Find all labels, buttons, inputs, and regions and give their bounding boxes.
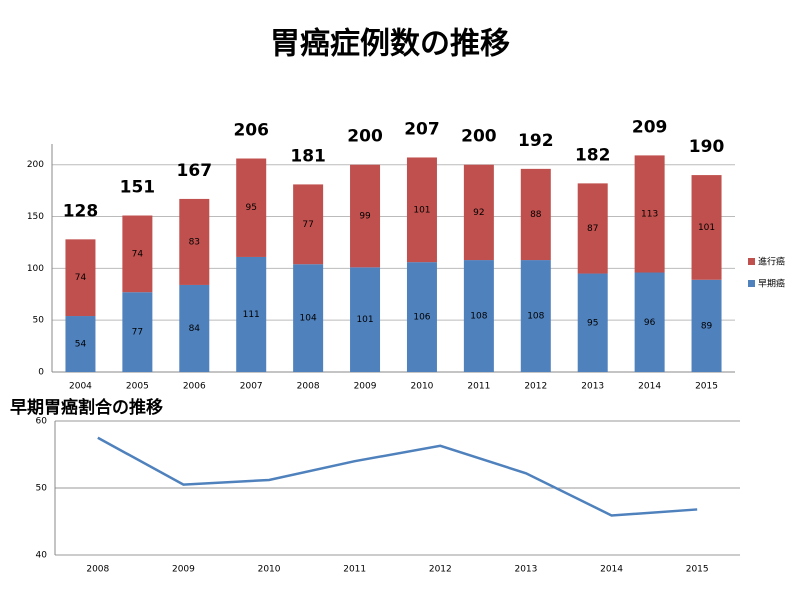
x-tick-label: 2004 — [69, 382, 92, 392]
y-tick-label: 200 — [27, 160, 44, 170]
total-label: 192 — [518, 131, 554, 151]
bar-segment — [179, 198, 210, 285]
total-label: 182 — [575, 145, 611, 165]
value-label: 83 — [189, 237, 200, 247]
value-label: 101 — [698, 223, 715, 233]
total-label: 209 — [632, 117, 668, 137]
value-label: 54 — [75, 340, 87, 350]
value-label: 88 — [530, 210, 542, 220]
y-tick-label: 100 — [27, 264, 44, 274]
legend-label: 早期癌 — [758, 278, 785, 290]
bar-segment — [179, 284, 210, 372]
bar-segment — [520, 260, 551, 372]
bar-segment — [634, 272, 665, 372]
bar-segment — [65, 316, 96, 372]
y-tick-label: 0 — [38, 368, 44, 378]
x-tick-label: 2011 — [343, 565, 366, 575]
legend-swatch — [748, 258, 755, 265]
y-tick-label: 50 — [33, 316, 45, 326]
value-label: 74 — [132, 249, 144, 259]
bar-segment — [350, 267, 381, 372]
value-label: 101 — [413, 205, 430, 215]
value-label: 99 — [359, 212, 371, 222]
x-tick-label: 2014 — [638, 382, 661, 392]
bar-segment — [122, 215, 153, 293]
x-tick-label: 2015 — [695, 382, 718, 392]
x-tick-label: 2010 — [411, 382, 434, 392]
x-tick-label: 2012 — [429, 565, 452, 575]
value-label: 108 — [470, 312, 487, 322]
bar-segment — [406, 262, 437, 372]
x-tick-label: 2009 — [354, 382, 377, 392]
x-tick-label: 2007 — [240, 382, 263, 392]
value-label: 87 — [587, 224, 598, 234]
y-tick-label: 150 — [27, 212, 44, 222]
total-label: 128 — [63, 201, 99, 221]
bar-segment — [577, 183, 608, 274]
value-label: 77 — [132, 328, 143, 338]
x-tick-label: 2013 — [581, 382, 604, 392]
y-tick-label: 60 — [36, 417, 48, 427]
bar-segment — [463, 164, 494, 261]
x-tick-label: 2013 — [514, 565, 537, 575]
x-tick-label: 2014 — [600, 565, 623, 575]
total-label: 181 — [290, 146, 326, 166]
bar-segment — [65, 239, 96, 317]
total-label: 200 — [347, 127, 383, 147]
x-tick-label: 2015 — [686, 565, 709, 575]
line-series — [97, 436, 698, 517]
total-label: 190 — [689, 137, 725, 157]
total-label: 151 — [120, 178, 156, 198]
x-tick-label: 2005 — [126, 382, 149, 392]
bar-segment — [293, 184, 324, 265]
value-label: 101 — [356, 315, 373, 325]
x-tick-label: 2012 — [524, 382, 547, 392]
bar-segment — [236, 158, 267, 257]
x-tick-label: 2011 — [467, 382, 490, 392]
bar-segment — [691, 279, 722, 372]
bar-segment — [293, 264, 324, 372]
value-label: 89 — [701, 321, 713, 331]
value-label: 92 — [473, 208, 484, 218]
x-tick-label: 2006 — [183, 382, 206, 392]
x-tick-label: 2010 — [258, 565, 281, 575]
value-label: 104 — [300, 314, 317, 324]
legend-swatch — [748, 280, 755, 287]
y-tick-label: 40 — [36, 551, 48, 561]
bar-segment — [634, 155, 665, 273]
value-label: 96 — [644, 318, 656, 328]
total-label: 167 — [177, 161, 213, 181]
bar-segment — [577, 273, 608, 372]
value-label: 111 — [243, 310, 260, 320]
total-label: 200 — [461, 127, 497, 147]
x-tick-label: 2008 — [86, 565, 109, 575]
value-label: 95 — [245, 203, 256, 213]
bar-segment — [350, 164, 381, 268]
value-label: 84 — [189, 324, 201, 334]
bar-segment — [463, 260, 494, 372]
value-label: 106 — [413, 313, 430, 323]
bar-segment — [691, 175, 722, 280]
value-label: 113 — [641, 209, 658, 219]
total-label: 206 — [233, 121, 269, 141]
x-tick-label: 2008 — [297, 382, 320, 392]
legend-label: 進行癌 — [758, 256, 785, 268]
bar-segment — [122, 292, 153, 372]
value-label: 108 — [527, 312, 544, 322]
bar-segment — [406, 157, 437, 263]
main-title: 胃癌症例数の推移 — [270, 27, 510, 62]
bar-segment — [520, 168, 551, 261]
value-label: 74 — [75, 273, 87, 283]
line-title: 早期胃癌割合の推移 — [10, 397, 163, 418]
x-tick-label: 2009 — [172, 565, 195, 575]
value-label: 95 — [587, 318, 598, 328]
value-label: 77 — [302, 220, 313, 230]
bar-segment — [236, 256, 267, 372]
total-label: 207 — [404, 119, 440, 139]
y-tick-label: 50 — [36, 484, 48, 494]
